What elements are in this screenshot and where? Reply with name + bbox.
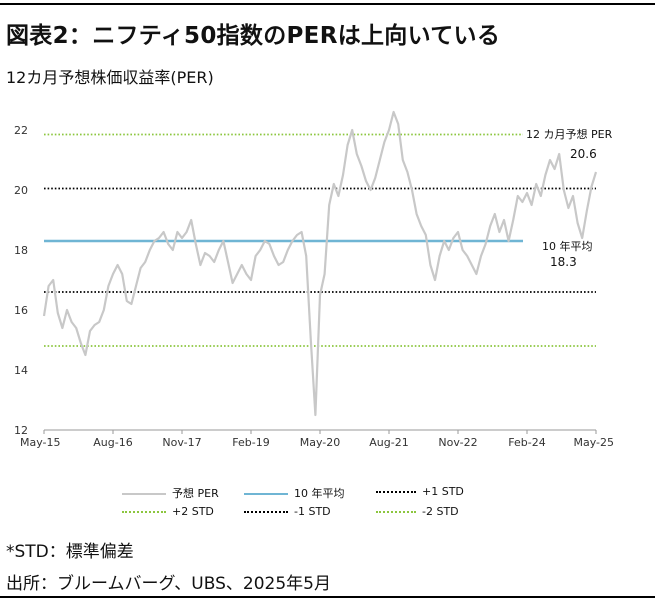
legend-plus1: +1 STD (376, 485, 464, 498)
legend-avg: 10 年平均 (244, 485, 345, 501)
top-rule (0, 3, 655, 5)
legend-minus2: -2 STD (376, 505, 459, 518)
legend-swatch-minus1 (244, 511, 288, 513)
legend-minus1: -1 STD (244, 505, 331, 518)
legend-label-plus2: +2 STD (172, 505, 214, 518)
series-forward-per (42, 110, 598, 417)
legend-plus2: +2 STD (122, 505, 214, 518)
legend-label-minus2: -2 STD (422, 505, 459, 518)
legend-swatch-avg (244, 493, 288, 495)
x-tick-label: Nov-22 (438, 436, 477, 449)
y-tick-label: 12 (14, 424, 28, 437)
legend-label-plus1: +1 STD (422, 485, 464, 498)
legend-label-avg: 10 年平均 (294, 487, 345, 500)
x-axis: May-15 Aug-16 Nov-17 Feb-19 May-20 Aug-21 Nov-… (20, 430, 614, 449)
source-note: 出所：ブルームバーグ、UBS、2025年5月 (6, 574, 331, 594)
y-tick-label: 22 (14, 124, 28, 137)
x-tick-label: May-20 (300, 436, 341, 449)
x-tick-label: Feb-19 (232, 436, 269, 449)
footnote: *STD：標準偏差 (6, 542, 134, 562)
x-tick-label: Feb-24 (508, 436, 545, 449)
y-tick-label: 18 (14, 244, 28, 257)
legend-forward-per: 予想 PER (122, 485, 219, 501)
y-tick-label: 14 (14, 364, 28, 377)
legend-swatch-minus2 (376, 511, 416, 513)
x-tick-label: May-25 (573, 436, 614, 449)
x-tick-label: May-15 (20, 436, 61, 449)
y-tick-label: 20 (14, 184, 28, 197)
chart-subtitle: 12カ月予想株価収益率(PER) (6, 68, 214, 87)
legend-label-minus1: -1 STD (294, 505, 331, 518)
annotation-avg-label: 10 年平均 (542, 239, 593, 253)
x-tick-label: Nov-17 (162, 436, 201, 449)
legend-swatch-plus1 (376, 491, 416, 493)
bottom-rule (0, 596, 655, 598)
y-axis: 12 14 16 18 20 22 (14, 124, 28, 437)
y-tick-label: 16 (14, 304, 28, 317)
x-tick-label: Aug-21 (369, 436, 408, 449)
x-tick-label: Aug-16 (93, 436, 132, 449)
legend-swatch-forward-per (122, 493, 166, 495)
annotation-per-value: 20.6 (570, 147, 597, 161)
annotation-avg-value: 18.3 (550, 255, 577, 269)
legend-swatch-plus2 (122, 511, 166, 513)
legend-label-forward-per: 予想 PER (172, 487, 219, 500)
annotation-per-label: 12 カ月予想 PER (526, 127, 613, 141)
chart-title: 図表2：ニフティ50指数のPERは上向いている (6, 23, 501, 49)
